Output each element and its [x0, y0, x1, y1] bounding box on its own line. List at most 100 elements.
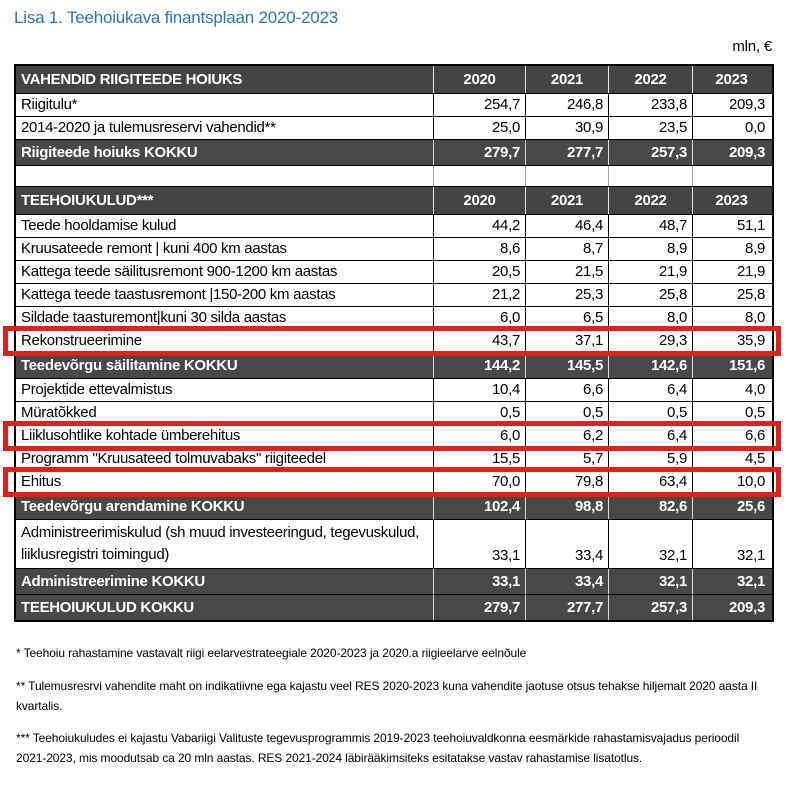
table-row: 2014-2020 ja tulemusreservi vahendid** 25… — [16, 116, 772, 139]
value-cell: 33,1 — [433, 569, 525, 594]
year-header-cell: 2023 — [692, 187, 770, 214]
table-total-row: Teedevõrgu arendamine KOKKU 102,4 98,8 82,6… — [16, 493, 772, 519]
value-cell: 5,7 — [525, 448, 608, 470]
value-cell: 257,3 — [608, 595, 692, 620]
table-row: Rekonstrueerimine 43,7 37,1 29,3 35,9 — [3, 326, 781, 356]
row-label: Kruusateede remont | kuni 400 km aastas — [21, 240, 287, 257]
value-cell: 20,5 — [433, 261, 525, 283]
value-cell: 8,0 — [692, 307, 770, 329]
value-cell: 46,4 — [525, 215, 608, 237]
table-section-header-row: VAHENDID RIIGITEEDE HOIUKS 2020 2021 2022 20… — [16, 66, 772, 93]
footnote-1: * Teehoiu rahastamine vastavalt riigi ee… — [16, 646, 527, 660]
value-cell: 79,8 — [525, 471, 608, 493]
row-label: Sildade taasturemont|kuni 30 silda aasta… — [21, 309, 287, 326]
value-cell: 21,9 — [608, 261, 692, 283]
value-cell: 145,5 — [525, 353, 608, 378]
table-row: Riigitulu* 254,7 246,8 233,8 209,3 — [16, 93, 772, 116]
value-cell: 25,0 — [433, 117, 525, 139]
table-row: Projektide ettevalmistus 10,4 6,6 6,4 4,0 — [16, 378, 772, 401]
table-row: Administreerimiskulud (sh muud investeer… — [16, 519, 772, 568]
table-spacer-row — [16, 165, 772, 186]
value-cell — [433, 166, 525, 186]
table-row: Teede hooldamise kulud 44,2 46,4 48,7 51,1 — [16, 214, 772, 237]
value-cell — [692, 166, 770, 186]
row-label: Administreerimine KOKKU — [21, 572, 205, 590]
value-cell: 0,5 — [608, 402, 692, 424]
row-label: Kattega teede säilitusremont 900-1200 km… — [21, 263, 338, 280]
value-cell: 209,3 — [692, 140, 770, 165]
value-cell: 8,6 — [433, 238, 525, 260]
value-cell: 209,3 — [692, 94, 770, 116]
value-cell: 0,5 — [692, 402, 770, 424]
table-row: Ehitus 70,0 79,8 63,4 10,0 — [3, 467, 781, 497]
value-cell: 15,5 — [433, 448, 525, 470]
year-header-cell: 2023 — [692, 66, 770, 93]
value-cell: 63,4 — [608, 471, 692, 493]
value-cell: 277,7 — [525, 595, 608, 620]
value-cell: 33,4 — [525, 520, 608, 568]
row-label: VAHENDID RIIGITEEDE HOIUKS — [21, 70, 243, 88]
footnote-3: *** Teehoiukuludes ei kajastu Vabariigi … — [16, 731, 740, 766]
table-total-row: Teedevõrgu säilitamine KOKKU 144,2 145,5 14… — [16, 352, 772, 378]
year-header-cell: 2020 — [433, 66, 525, 93]
value-cell: 8,0 — [608, 307, 692, 329]
table-row: Programm "Kruusateed tolmuvabaks" riigit… — [16, 447, 772, 470]
footnotes: * Teehoiu rahastamine vastavalt riigi ee… — [16, 644, 772, 782]
value-cell: 151,6 — [692, 353, 770, 378]
table-row: Liiklusohtlike kohtade ümberehitus 6,0 6,2… — [3, 421, 781, 451]
value-cell: 6,6 — [525, 379, 608, 401]
value-cell: 209,3 — [692, 595, 770, 620]
value-cell: 25,3 — [525, 284, 608, 306]
value-cell: 144,2 — [433, 353, 525, 378]
table-row: Müratõkked 0,5 0,5 0,5 0,5 — [16, 401, 772, 424]
value-cell: 25,8 — [608, 284, 692, 306]
value-cell: 43,7 — [433, 330, 525, 352]
value-cell: 10,0 — [692, 471, 770, 493]
value-cell: 6,4 — [608, 379, 692, 401]
value-cell: 70,0 — [433, 471, 525, 493]
value-cell: 32,1 — [692, 520, 770, 568]
value-cell: 37,1 — [525, 330, 608, 352]
value-cell: 32,1 — [608, 569, 692, 594]
value-cell — [608, 166, 692, 186]
value-cell: 32,1 — [692, 569, 770, 594]
value-cell: 23,5 — [608, 117, 692, 139]
value-cell: 254,7 — [433, 94, 525, 116]
row-label: Projektide ettevalmistus — [21, 381, 173, 398]
value-cell: 277,7 — [525, 140, 608, 165]
row-label: Teedevõrgu arendamine KOKKU — [21, 497, 245, 515]
footnote-2: ** Tulemusresrvi vahendite maht on indik… — [16, 678, 758, 713]
value-cell: 8,9 — [608, 238, 692, 260]
row-label: Programm "Kruusateed tolmuvabaks" riigit… — [21, 450, 326, 467]
page-title: Lisa 1. Teehoiukava finantsplaan 2020-20… — [14, 8, 338, 27]
value-cell: 6,0 — [433, 425, 525, 447]
table-total-row: Riigiteede hoiuks KOKKU 279,7 277,7 257,3 20… — [16, 139, 772, 165]
value-cell: 30,9 — [525, 117, 608, 139]
table-row: Sildade taasturemont|kuni 30 silda aasta… — [16, 306, 772, 329]
value-cell: 0,0 — [692, 117, 770, 139]
document-page: Lisa 1. Teehoiukava finantsplaan 2020-20… — [0, 8, 786, 795]
value-cell: 6,5 — [525, 307, 608, 329]
value-cell: 48,7 — [608, 215, 692, 237]
value-cell: 257,3 — [608, 140, 692, 165]
value-cell: 8,7 — [525, 238, 608, 260]
row-label — [16, 166, 433, 186]
table-row: Kattega teede säilitusremont 900-1200 km… — [16, 260, 772, 283]
value-cell: 21,5 — [525, 261, 608, 283]
year-header-cell: 2020 — [433, 187, 525, 214]
value-cell: 98,8 — [525, 494, 608, 519]
value-cell: 5,9 — [608, 448, 692, 470]
row-label: Müratõkked — [21, 404, 97, 421]
row-label: Riigiteede hoiuks KOKKU — [21, 143, 198, 161]
row-label: Liiklusohtlike kohtade ümberehitus — [21, 427, 241, 444]
year-header-cell: 2022 — [608, 66, 692, 93]
value-cell: 32,1 — [608, 520, 692, 568]
value-cell: 279,7 — [433, 595, 525, 620]
row-label: Administreerimiskulud (sh muud investeer… — [21, 523, 420, 564]
value-cell: 25,6 — [692, 494, 770, 519]
value-cell: 6,4 — [608, 425, 692, 447]
row-label: 2014-2020 ja tulemusreservi vahendid** — [21, 119, 276, 136]
value-cell: 4,5 — [692, 448, 770, 470]
value-cell: 35,9 — [692, 330, 770, 352]
year-header-cell: 2022 — [608, 187, 692, 214]
